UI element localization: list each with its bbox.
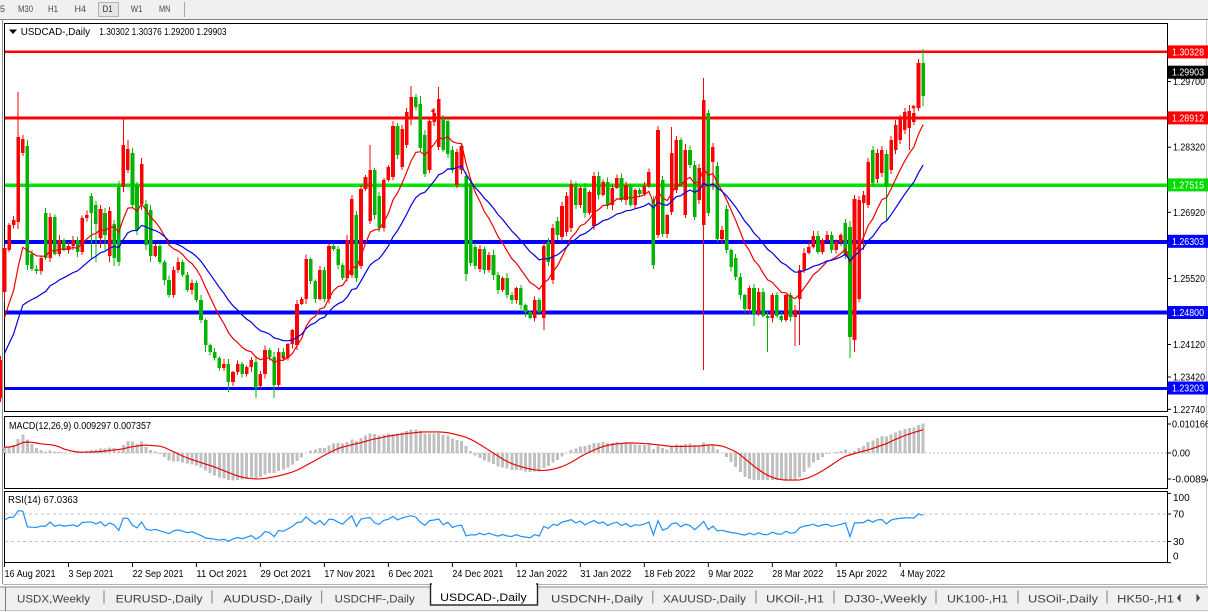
- svg-text:1.24800: 1.24800: [1172, 308, 1204, 319]
- svg-text:1.26303: 1.26303: [1172, 237, 1204, 248]
- svg-text:1.22740: 1.22740: [1173, 405, 1205, 416]
- svg-text:UK100-,H1: UK100-,H1: [947, 594, 1008, 606]
- svg-text:70: 70: [1173, 510, 1185, 521]
- svg-text:USDCHF-,Daily: USDCHF-,Daily: [335, 594, 416, 606]
- svg-text:USDCAD-,Daily: USDCAD-,Daily: [440, 592, 527, 604]
- svg-text:1.28912: 1.28912: [1172, 113, 1204, 124]
- svg-text:H1: H1: [48, 4, 58, 15]
- svg-text:12 Jan 2022: 12 Jan 2022: [516, 569, 567, 580]
- svg-text:USDX,Weekly: USDX,Weekly: [17, 594, 91, 606]
- svg-text:1.30328: 1.30328: [1172, 47, 1204, 58]
- svg-text:0.00: 0.00: [1172, 449, 1190, 460]
- svg-text:-0.00894: -0.00894: [1172, 475, 1208, 486]
- svg-text:XAUUSD-,Daily: XAUUSD-,Daily: [663, 594, 747, 606]
- svg-text:1.24120: 1.24120: [1173, 340, 1205, 351]
- svg-text:30: 30: [1173, 537, 1185, 548]
- svg-text:6 Dec 2021: 6 Dec 2021: [388, 569, 433, 580]
- svg-text:100: 100: [1173, 493, 1190, 504]
- svg-text:1.26920: 1.26920: [1173, 208, 1205, 219]
- svg-text:16 Aug 2021: 16 Aug 2021: [5, 569, 56, 580]
- svg-text:USDCAD-,Daily: USDCAD-,Daily: [21, 27, 90, 38]
- svg-text:29 Oct 2021: 29 Oct 2021: [260, 569, 311, 580]
- svg-text:1.30302 1.30376 1.29200 1.2990: 1.30302 1.30376 1.29200 1.29903: [99, 27, 227, 38]
- svg-text:D1: D1: [103, 4, 113, 15]
- svg-text:0.010166: 0.010166: [1172, 420, 1208, 431]
- svg-text:11 Oct 2021: 11 Oct 2021: [196, 569, 247, 580]
- svg-text:DJ30-,Weekly: DJ30-,Weekly: [844, 594, 928, 606]
- svg-text:0: 0: [1173, 552, 1179, 563]
- svg-text:1.23203: 1.23203: [1172, 384, 1204, 395]
- svg-text:1.27515: 1.27515: [1172, 180, 1204, 191]
- svg-text:UKOil-,H1: UKOil-,H1: [766, 594, 824, 606]
- svg-text:9 Mar 2022: 9 Mar 2022: [708, 569, 753, 580]
- svg-text:H4: H4: [75, 4, 87, 15]
- svg-text:AUDUSD-,Daily: AUDUSD-,Daily: [223, 594, 312, 606]
- svg-text:22 Sep 2021: 22 Sep 2021: [133, 569, 184, 580]
- svg-text:1.28320: 1.28320: [1173, 143, 1205, 154]
- svg-text:3 Sep 2021: 3 Sep 2021: [69, 569, 114, 580]
- svg-text:MN: MN: [159, 4, 171, 15]
- svg-text:USDCNH-,Daily: USDCNH-,Daily: [551, 594, 644, 606]
- svg-text:24 Dec 2021: 24 Dec 2021: [452, 569, 503, 580]
- svg-text:1.23420: 1.23420: [1173, 373, 1205, 384]
- svg-text:W1: W1: [131, 4, 143, 15]
- svg-text:RSI(14) 67.0363: RSI(14) 67.0363: [8, 495, 78, 506]
- svg-text:4 May 2022: 4 May 2022: [900, 569, 945, 580]
- svg-text:1.29700: 1.29700: [1173, 77, 1205, 88]
- svg-text:MACD(12,26,9) 0.009297 0.00735: MACD(12,26,9) 0.009297 0.007357: [9, 421, 151, 432]
- svg-text:31 Jan 2022: 31 Jan 2022: [580, 569, 631, 580]
- svg-text:USOil-,Daily: USOil-,Daily: [1028, 594, 1099, 606]
- svg-text:18 Feb 2022: 18 Feb 2022: [644, 569, 695, 580]
- svg-text:M30: M30: [18, 4, 33, 15]
- svg-text:15 Apr 2022: 15 Apr 2022: [836, 569, 887, 580]
- svg-text:EURUSD-,Daily: EURUSD-,Daily: [116, 594, 204, 606]
- svg-text:1.29903: 1.29903: [1172, 68, 1204, 79]
- svg-text:5: 5: [0, 4, 5, 15]
- svg-text:HK50-,H1: HK50-,H1: [1117, 594, 1174, 606]
- svg-text:17 Nov 2021: 17 Nov 2021: [324, 569, 375, 580]
- svg-text:28 Mar 2022: 28 Mar 2022: [772, 569, 823, 580]
- svg-text:1.25520: 1.25520: [1173, 274, 1205, 285]
